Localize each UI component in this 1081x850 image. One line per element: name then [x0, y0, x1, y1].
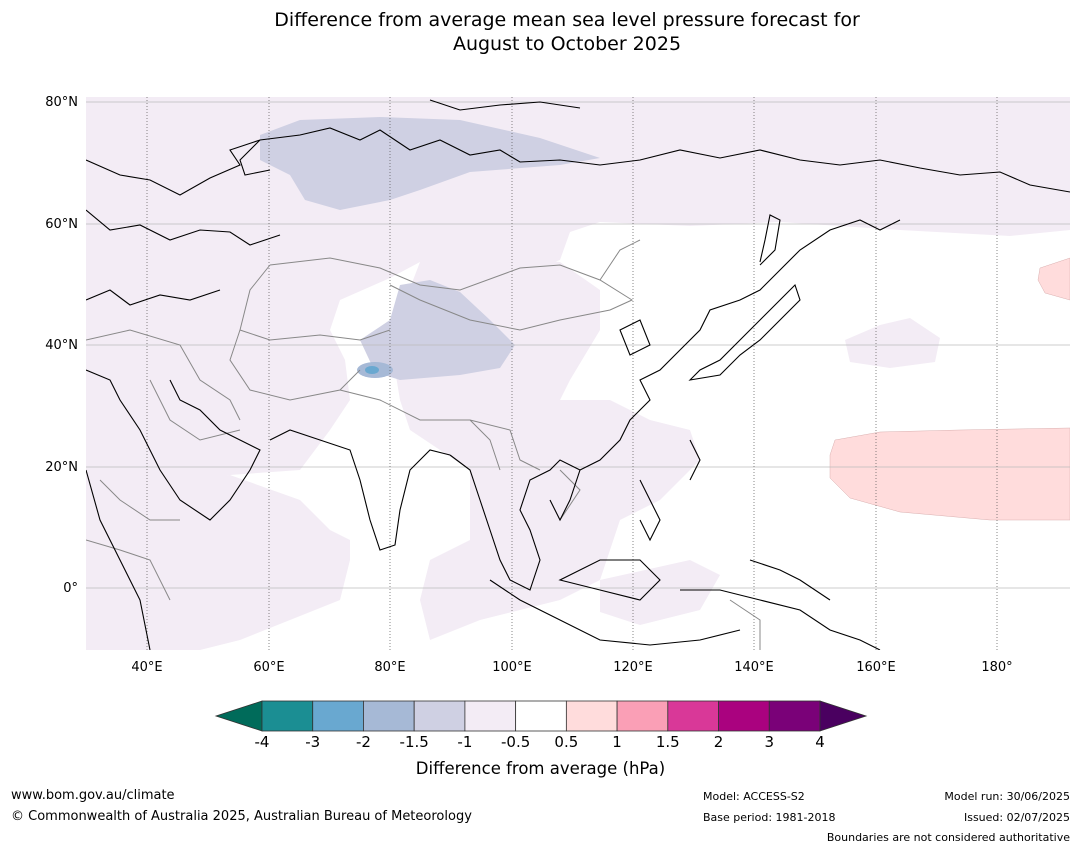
colorbar-segment [616, 700, 669, 732]
colorbar-tick-label: -2 [355, 733, 371, 751]
lat-label: 0° [63, 581, 78, 596]
anomaly-light-pink-region [1037, 257, 1070, 301]
model-run-text: Model run: 30/06/2025 [944, 790, 1070, 803]
title-line-1: Difference from average mean sea level p… [274, 9, 860, 31]
anomaly-lavender-region [360, 280, 515, 380]
colorbar-tick-label: -0.5 [500, 733, 531, 751]
colorbar-segment [667, 700, 719, 732]
anomaly-teal-spot [365, 366, 379, 374]
colorbar-segment [464, 700, 517, 732]
colorbar-tick-label: 1.5 [655, 733, 680, 751]
lon-label: 120°E [613, 660, 653, 675]
lon-label: 160°E [856, 660, 896, 675]
colorbar-label: Difference from average (hPa) [415, 759, 666, 778]
colorbar-segments [261, 700, 821, 732]
anomaly-lavender-region [260, 117, 600, 210]
country-borders [86, 239, 761, 650]
anomaly-light-purple-region [845, 318, 940, 368]
colorbar-over-arrow [819, 700, 868, 732]
colorbar-tick-label: 0.5 [554, 733, 579, 751]
lon-label: 40°E [131, 660, 163, 675]
lat-label: 20°N [45, 460, 78, 475]
lon-label: 180° [981, 660, 1013, 675]
colorbar-tick-label: 4 [815, 733, 825, 751]
issued-text: Issued: 02/07/2025 [963, 811, 1070, 824]
lon-label: 80°E [374, 660, 406, 675]
base-period-text: Base period: 1981-2018 [703, 811, 836, 824]
colorbar-tick-label: 2 [713, 733, 724, 751]
colorbar-tick-label: 3 [764, 733, 775, 751]
anomaly-light-purple-region [600, 560, 720, 625]
coastlines [86, 99, 1070, 650]
latitude-gridlines [86, 101, 1070, 589]
colorbar-under-arrow [214, 700, 263, 732]
colorbar-segment [312, 700, 364, 732]
lon-label: 100°E [492, 660, 532, 675]
colorbar-segment [363, 700, 415, 732]
lon-label: 140°E [734, 660, 774, 675]
model-text: Model: ACCESS-S2 [703, 790, 805, 803]
colorbar-tick-label: -4 [254, 733, 270, 751]
colorbar-segment [261, 700, 314, 732]
colorbar-tick-label: -3 [305, 733, 321, 751]
lat-label: 40°N [45, 338, 78, 353]
lon-label: 60°E [253, 660, 285, 675]
colorbar-tick-label: 1 [612, 733, 622, 751]
longitude-gridlines [146, 97, 998, 650]
anomaly-light-purple-region [86, 475, 350, 650]
colorbar-segment [413, 700, 466, 732]
anomaly-light-pink-region [829, 427, 1070, 521]
disclaimer-text: Boundaries are not considered authoritat… [826, 831, 1070, 844]
lat-label: 80°N [45, 95, 78, 110]
colorbar-segment [515, 700, 567, 732]
colorbar-tick-label: -1 [457, 733, 473, 751]
colorbar-segment [768, 700, 821, 732]
title-line-2: August to October 2025 [452, 33, 682, 55]
copyright-text: © Commonwealth of Australia 2025, Austra… [11, 809, 472, 824]
colorbar-segment [718, 700, 770, 732]
website-text: www.bom.gov.au/climate [11, 788, 175, 803]
colorbar-segment [565, 700, 618, 732]
lat-label: 60°N [45, 217, 78, 232]
colorbar-tick-label: -1.5 [399, 733, 429, 751]
